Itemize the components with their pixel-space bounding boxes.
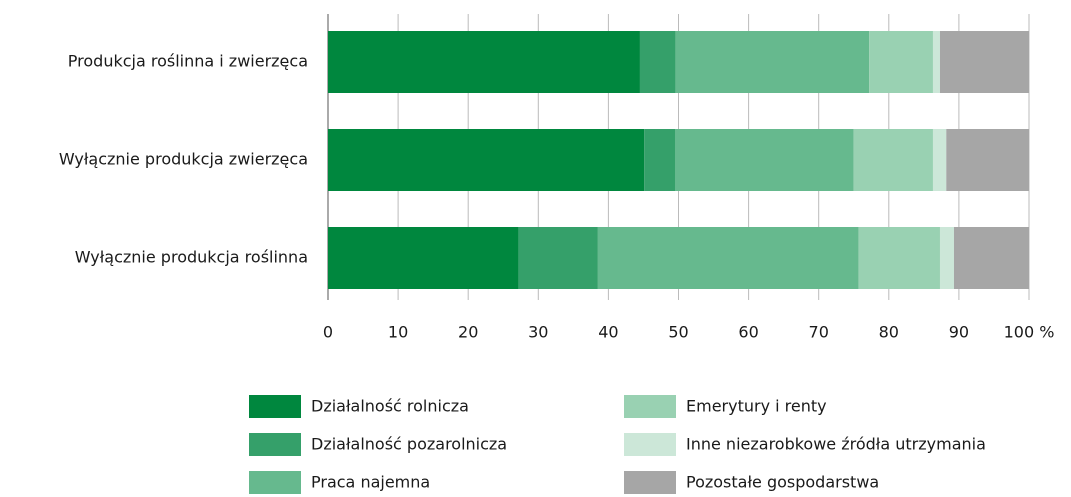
bar-segment xyxy=(932,129,947,191)
legend-label: Pozostałe gospodarstwa xyxy=(686,473,879,492)
bar-segment xyxy=(869,31,933,93)
x-tick-label: 100 % xyxy=(1004,323,1055,342)
bar-segment xyxy=(328,129,645,191)
bar-segment xyxy=(644,129,675,191)
bar-segment xyxy=(597,227,859,289)
x-tick-label: 90 xyxy=(949,323,969,342)
x-tick-label: 60 xyxy=(738,323,758,342)
bar-segment xyxy=(639,31,676,93)
bar-segment xyxy=(953,227,1029,289)
bar-segment xyxy=(946,129,1029,191)
x-tick-label: 0 xyxy=(323,323,333,342)
legend-swatch xyxy=(249,471,301,494)
x-tick-label: 80 xyxy=(879,323,899,342)
bar-segment xyxy=(853,129,933,191)
legend-label: Działalność rolnicza xyxy=(311,397,469,416)
legend-label: Inne niezarobkowe źródła utrzymania xyxy=(686,435,986,454)
bar-segment xyxy=(858,227,940,289)
y-tick-label: Wyłącznie produkcja zwierzęca xyxy=(59,150,308,169)
bar-segment xyxy=(939,227,954,289)
legend-label: Praca najemna xyxy=(311,473,430,492)
bar-segment xyxy=(518,227,598,289)
legend-swatch xyxy=(249,433,301,456)
x-tick-label: 10 xyxy=(388,323,408,342)
bar-segment xyxy=(328,31,640,93)
legend-swatch xyxy=(249,395,301,418)
bar-segment xyxy=(939,31,1029,93)
y-tick-label: Wyłącznie produkcja roślinna xyxy=(75,248,308,267)
bar-segment xyxy=(675,31,870,93)
bar-segment xyxy=(932,31,940,93)
x-tick-label: 50 xyxy=(668,323,688,342)
y-tick-label: Produkcja roślinna i zwierzęca xyxy=(68,52,308,71)
legend-swatch xyxy=(624,471,676,494)
legend-label: Działalność pozarolnicza xyxy=(311,435,507,454)
legend-swatch xyxy=(624,433,676,456)
x-tick-label: 20 xyxy=(458,323,478,342)
x-tick-label: 40 xyxy=(598,323,618,342)
bar-segment xyxy=(674,129,854,191)
x-tick-label: 30 xyxy=(528,323,548,342)
x-tick-label: 70 xyxy=(809,323,829,342)
bar-segment xyxy=(328,227,519,289)
legend-label: Emerytury i renty xyxy=(686,397,827,416)
legend-swatch xyxy=(624,395,676,418)
